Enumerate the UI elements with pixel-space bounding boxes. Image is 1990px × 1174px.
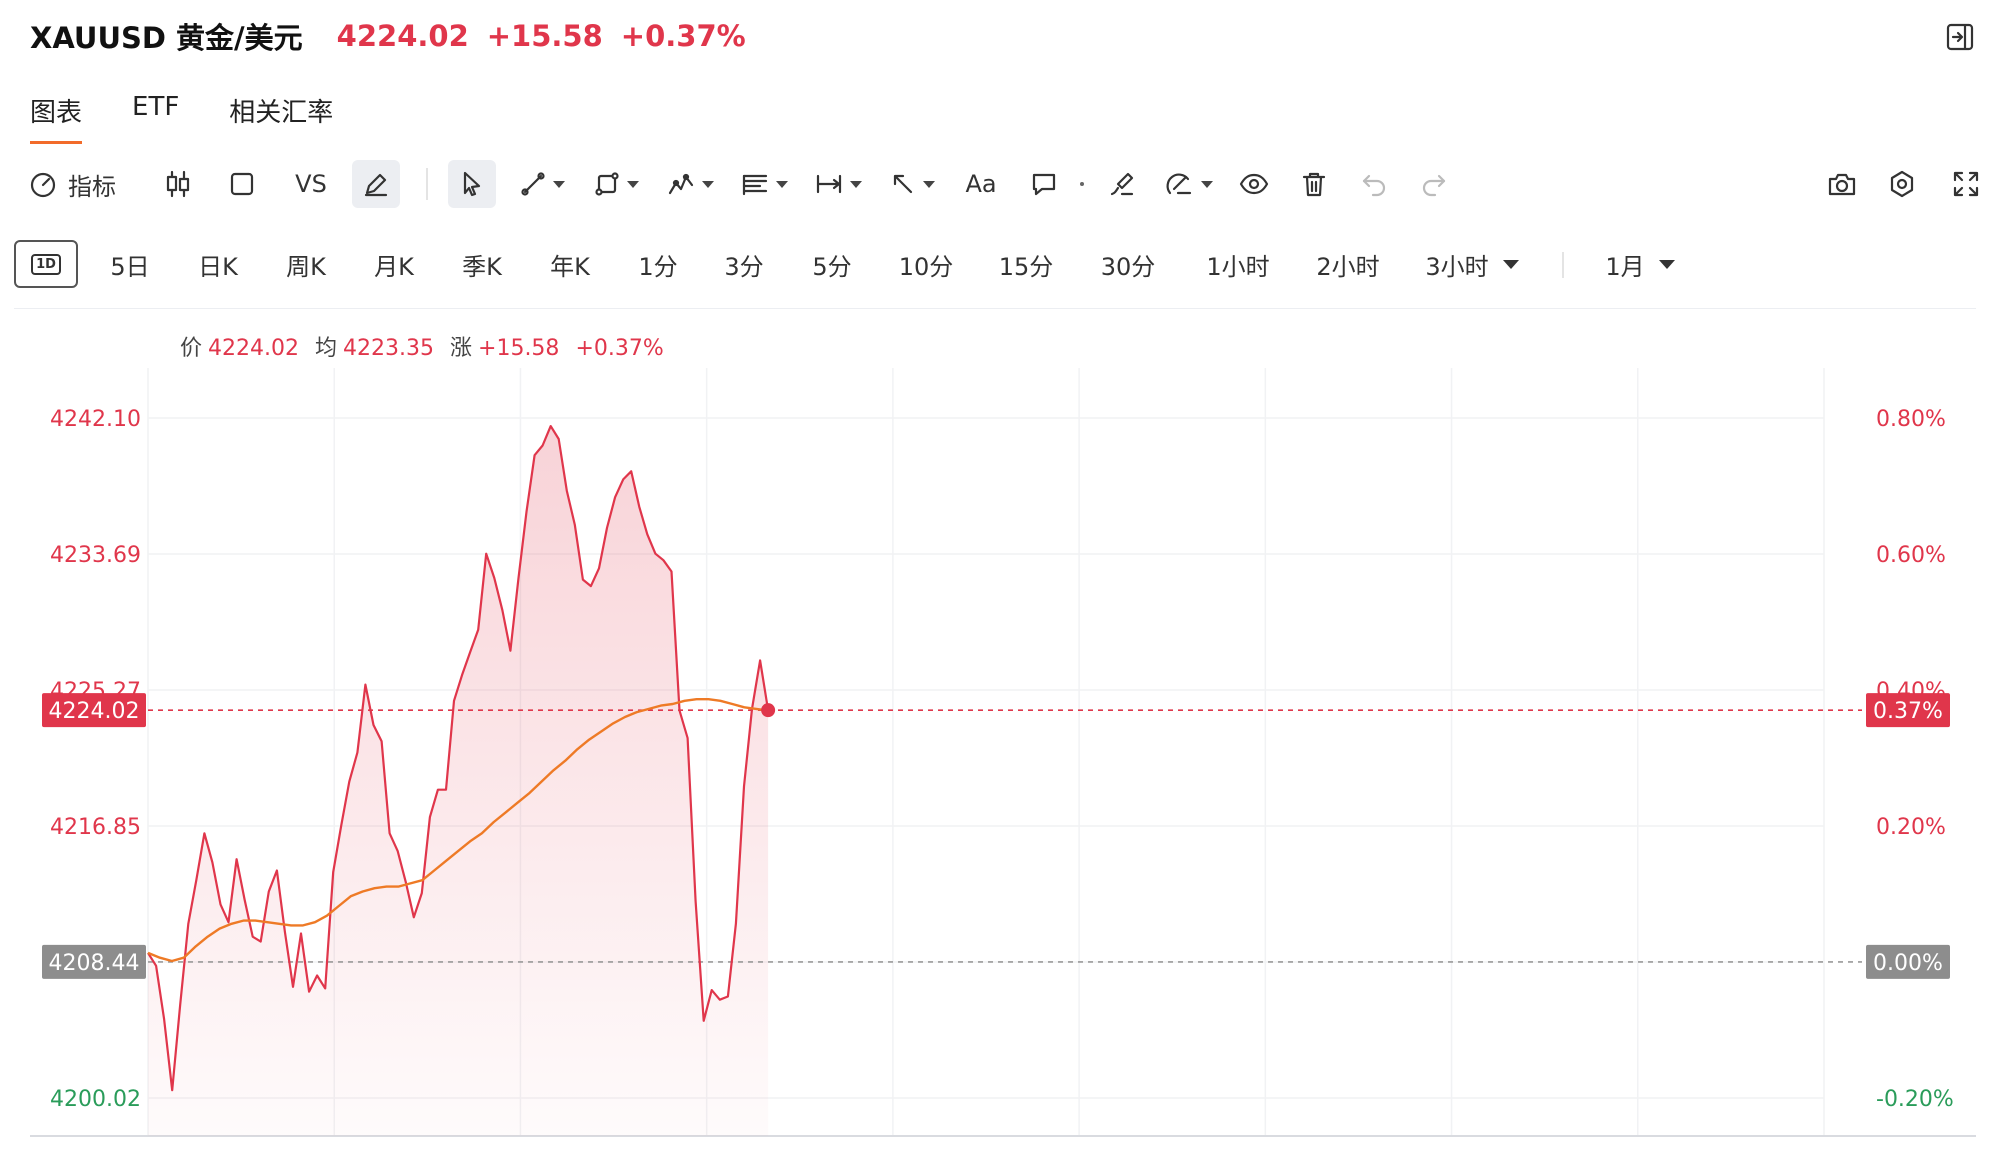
toolbar-bottom-border	[14, 308, 1976, 309]
period-10min[interactable]: 10分	[898, 252, 954, 281]
indicators-button[interactable]: 指标	[28, 160, 128, 208]
legend-avg-key: 均	[315, 336, 338, 361]
redo-icon[interactable]	[1412, 160, 1456, 208]
period-1h[interactable]: 1小时	[1206, 252, 1270, 281]
compare-vs-button[interactable]: VS	[295, 170, 327, 198]
period-3min[interactable]: 3分	[724, 252, 764, 281]
period-3h-dropdown[interactable]: 3小时	[1416, 240, 1528, 288]
line-tool-icon[interactable]	[512, 160, 572, 208]
period-1d-label: 1D	[31, 253, 61, 275]
legend-price-key: 价	[180, 336, 203, 361]
prev-close-pct-tag-bg	[1866, 944, 1950, 979]
crosshair-legend: 价 4224.02 均 4223.35 涨 +15.58 +0.37%	[180, 330, 680, 362]
legend-price-value: 4224.02	[208, 336, 299, 361]
y-tick-left: 4200.02	[50, 1087, 141, 1112]
chevron-down-icon	[1658, 259, 1675, 269]
indicators-label: 指标	[68, 172, 116, 201]
price-change-pct: +0.37%	[620, 19, 746, 53]
average-line	[147, 698, 769, 963]
period-5min[interactable]: 5分	[812, 252, 852, 281]
settings-icon[interactable]	[1880, 160, 1924, 208]
y-tick-right: 0.20%	[1876, 815, 1946, 840]
chevron-down-icon	[1502, 259, 1519, 269]
period-3h-label: 3小时	[1425, 252, 1489, 281]
measure-tool-icon[interactable]	[808, 160, 868, 208]
cursor-icon[interactable]	[448, 160, 496, 208]
prev-close-tag-bg	[42, 944, 146, 979]
legend-avg-value: 4223.35	[343, 336, 434, 361]
undo-icon[interactable]	[1352, 160, 1396, 208]
fullscreen-icon[interactable]	[1944, 160, 1988, 208]
tab-chart[interactable]: 图表	[30, 92, 83, 144]
period-1d-button[interactable]: 1D	[14, 240, 78, 288]
legend-change-pct: +0.37%	[575, 336, 664, 361]
chart-marks	[147, 425, 1862, 1137]
dot-icon[interactable]	[1072, 160, 1092, 208]
last-pct-tag: 0.37%	[1873, 699, 1943, 724]
candlestick-icon[interactable]	[158, 160, 198, 208]
period-divider	[1562, 252, 1564, 278]
view-tabs: 图表 ETF 相关汇率	[30, 92, 383, 144]
legend-change-key: 涨	[450, 336, 473, 361]
price-line	[147, 425, 770, 1092]
square-icon[interactable]	[222, 160, 262, 208]
last-price-dot	[761, 703, 776, 718]
brush-icon[interactable]	[1100, 160, 1144, 208]
prev-close-tag: 4208.44	[49, 951, 140, 976]
quote-header: XAUUSD 黄金/美元 4224.02 +15.58 +0.37%	[30, 14, 764, 58]
period-1m-label: 1月	[1605, 252, 1645, 281]
last-price-tag: 4224.02	[49, 699, 140, 724]
pattern-tool-icon[interactable]	[660, 160, 720, 208]
gauge-icon	[30, 172, 56, 198]
last-price-tag-bg	[42, 693, 146, 728]
symbol-title: XAUUSD 黄金/美元	[30, 21, 303, 55]
fib-tool-icon[interactable]	[734, 160, 794, 208]
text-tool-icon[interactable]: Aa	[965, 170, 997, 198]
period-1m-dropdown[interactable]: 1月	[1592, 240, 1688, 288]
period-1min[interactable]: 1分	[638, 252, 678, 281]
period-quarter-k[interactable]: 季K	[462, 252, 502, 281]
y-tick-right: 0.60%	[1876, 543, 1946, 568]
axis-labels: 4242.10 0.80%4233.69 0.60%4225.27 0.40%4216…	[42, 407, 1954, 1112]
eye-icon[interactable]	[1232, 160, 1276, 208]
period-2h[interactable]: 2小时	[1316, 252, 1380, 281]
comment-icon[interactable]	[1022, 160, 1066, 208]
period-month-k[interactable]: 月K	[374, 252, 414, 281]
tab-related-fx[interactable]: 相关汇率	[229, 98, 334, 128]
y-tick-right: -0.20%	[1876, 1087, 1954, 1112]
tab-etf[interactable]: ETF	[132, 92, 180, 122]
period-15min[interactable]: 15分	[998, 252, 1054, 281]
y-tick-left: 4242.10	[50, 407, 141, 432]
y-tick-right: 0.80%	[1876, 407, 1946, 432]
trash-icon[interactable]	[1292, 160, 1336, 208]
period-30min[interactable]: 30分	[1100, 252, 1156, 281]
prev-close-pct-tag: 0.00%	[1873, 951, 1943, 976]
pen-icon[interactable]	[352, 160, 400, 208]
legend-change-value: +15.58	[478, 336, 560, 361]
y-tick-left: 4216.85	[50, 815, 141, 840]
shape-tool-icon[interactable]	[586, 160, 646, 208]
period-day-k[interactable]: 日K	[198, 252, 238, 281]
last-pct-tag-bg	[1866, 693, 1950, 728]
arrow-tool-icon[interactable]	[882, 160, 942, 208]
period-5d[interactable]: 5日	[110, 252, 150, 281]
camera-icon[interactable]	[1820, 160, 1864, 208]
last-price: 4224.02	[336, 19, 469, 53]
price-area	[148, 426, 769, 1137]
toolbar-divider	[426, 168, 428, 200]
price-change: +15.58	[486, 19, 603, 53]
collapse-panel-icon[interactable]	[1945, 22, 1975, 52]
y-tick-left: 4233.69	[50, 543, 141, 568]
magnet-icon[interactable]	[1156, 160, 1220, 208]
period-week-k[interactable]: 周K	[286, 252, 326, 281]
period-year-k[interactable]: 年K	[550, 252, 590, 281]
